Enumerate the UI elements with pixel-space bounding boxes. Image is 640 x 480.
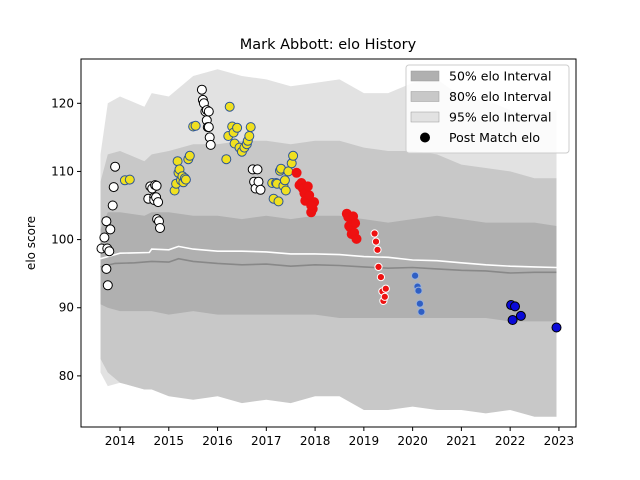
match-point <box>107 200 118 211</box>
match-point <box>417 307 426 316</box>
match-point <box>221 154 232 165</box>
match-point <box>184 150 195 161</box>
x-tick-label: 2014 <box>105 434 136 448</box>
x-tick-label: 2017 <box>251 434 282 448</box>
x-tick-label: 2023 <box>544 434 575 448</box>
interval-bands <box>100 69 557 417</box>
legend-label: 95% elo Interval <box>449 110 551 125</box>
legend-label: 80% elo Interval <box>449 89 551 104</box>
y-tick-label: 120 <box>51 96 74 110</box>
y-tick-label: 110 <box>51 164 74 178</box>
match-point <box>376 273 385 282</box>
match-point <box>288 150 299 161</box>
match-point <box>151 180 162 191</box>
match-point <box>373 245 382 254</box>
match-point <box>205 139 216 150</box>
match-point <box>380 292 389 301</box>
legend-swatch <box>410 91 440 102</box>
x-tick-label: 2015 <box>154 434 185 448</box>
match-point <box>510 301 520 312</box>
legend-swatch <box>410 70 440 82</box>
match-point <box>279 175 290 186</box>
legend: 50% elo Interval 80% elo Interval 95% elo … <box>405 64 570 154</box>
match-point <box>124 174 135 185</box>
match-point <box>244 131 255 141</box>
match-point <box>507 315 518 325</box>
match-point <box>415 299 424 308</box>
match-point <box>101 216 112 227</box>
match-point <box>105 224 116 235</box>
match-point <box>280 185 291 196</box>
match-point <box>411 271 420 280</box>
legend-label: 50% elo Interval <box>449 69 551 84</box>
match-point <box>101 263 112 274</box>
match-point <box>253 176 264 187</box>
match-point <box>232 122 243 133</box>
plot-area <box>80 58 577 428</box>
match-point <box>515 310 526 321</box>
match-point <box>370 229 379 238</box>
match-point <box>302 181 313 192</box>
y-tick-label: 90 <box>59 301 74 315</box>
match-point <box>153 197 164 208</box>
match-point <box>110 161 121 172</box>
match-point <box>203 122 214 133</box>
trend-lines <box>100 245 557 274</box>
match-point <box>99 232 110 243</box>
x-tick-label: 2022 <box>495 434 526 448</box>
match-point <box>304 190 315 201</box>
match-point <box>190 120 201 131</box>
match-point <box>371 237 381 246</box>
match-point <box>381 284 390 293</box>
match-point <box>104 246 115 257</box>
axes-frame <box>80 58 577 428</box>
match-point <box>414 286 423 295</box>
y-axis-label: elo score <box>24 216 38 270</box>
match-point <box>108 182 119 193</box>
x-tick-label: 2016 <box>202 434 233 448</box>
legend-label: Post Match elo <box>449 130 540 145</box>
x-tick-label: 2020 <box>397 434 428 448</box>
match-point <box>180 174 191 185</box>
post-match-points <box>96 84 562 333</box>
y-tick-label: 80 <box>59 369 74 383</box>
match-point <box>255 184 266 195</box>
match-point <box>102 280 113 291</box>
y-tick-label: 100 <box>51 233 74 247</box>
match-point <box>224 101 235 112</box>
x-tick-label: 2019 <box>349 434 380 448</box>
x-tick-label: 2018 <box>300 434 331 448</box>
median-line <box>100 257 557 274</box>
legend-swatch <box>410 111 440 123</box>
match-point <box>196 84 207 95</box>
match-point <box>252 164 263 175</box>
match-point <box>291 167 302 178</box>
x-tick-label: 2021 <box>446 434 477 448</box>
match-point <box>245 122 256 133</box>
match-point <box>374 262 383 271</box>
chart-title: Mark Abbott: elo History <box>240 37 417 53</box>
legend-box <box>405 64 570 154</box>
match-point <box>351 233 362 244</box>
match-point <box>155 223 165 233</box>
match-point <box>551 322 562 333</box>
legend-marker <box>420 132 430 143</box>
match-point <box>273 196 284 207</box>
match-point <box>350 218 361 229</box>
mean-line <box>100 245 557 269</box>
match-point <box>203 106 214 117</box>
match-point <box>306 200 317 211</box>
match-point <box>172 156 183 167</box>
y-axis: 80 90 100 110 120 <box>51 96 81 383</box>
x-axis: 2014 2015 2016 2017 2018 2019 2020 2021 2022 2023 <box>105 427 574 448</box>
band-50 <box>100 212 557 322</box>
